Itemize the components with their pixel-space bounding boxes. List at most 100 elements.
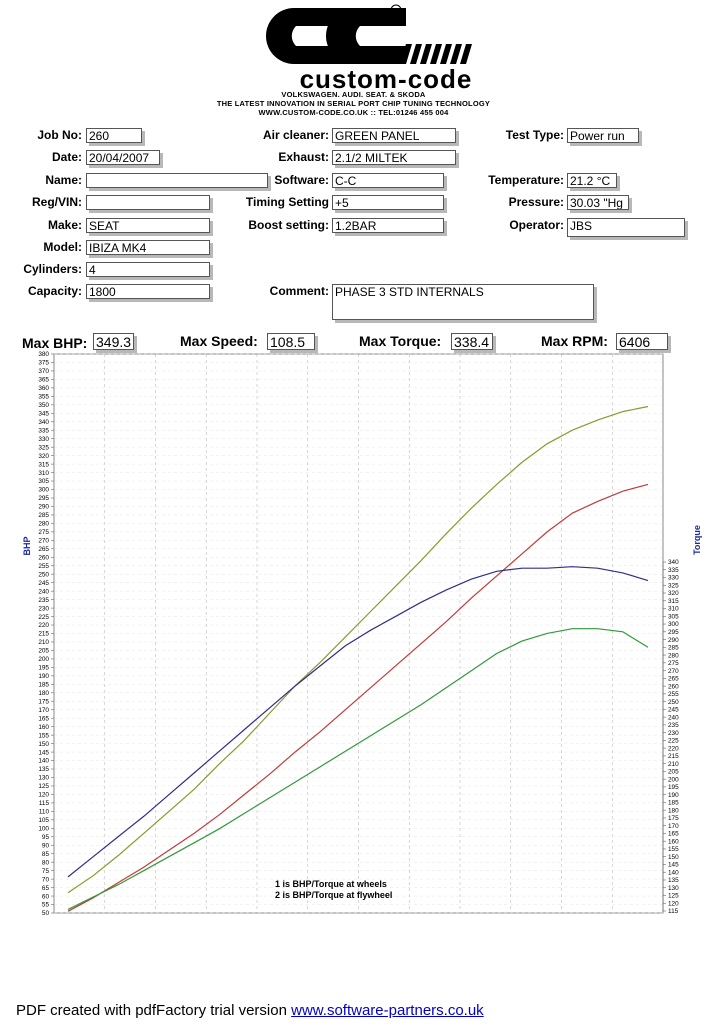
left-tick-label: 375 (38, 360, 49, 367)
software-field[interactable]: C-C (332, 173, 444, 188)
left-tick-label: 280 (38, 521, 49, 528)
date-label: Date: (51, 150, 82, 164)
left-tick-label: 255 (38, 563, 49, 570)
right-axis-ticks: 1151201251301351401451501551601651701751… (662, 559, 679, 915)
left-tick-label: 155 (38, 732, 49, 739)
date-field[interactable]: 20/04/2007 (86, 150, 160, 165)
name-label: Name: (45, 173, 82, 187)
right-tick-label: 305 (668, 613, 679, 620)
left-tick-label: 380 (38, 351, 49, 358)
right-tick-label: 285 (668, 645, 679, 652)
make-label: Make: (47, 218, 82, 232)
right-tick-label: 330 (668, 575, 679, 582)
right-tick-label: 245 (668, 707, 679, 714)
boost-field[interactable]: 1.2BAR (332, 218, 444, 233)
left-axis-label: BHP (22, 536, 32, 555)
left-tick-label: 245 (38, 580, 49, 587)
cylinders-field[interactable]: 4 (86, 262, 210, 277)
right-tick-label: 320 (668, 590, 679, 597)
footer-text: PDF created with pdfFactory trial versio… (16, 1002, 292, 1019)
left-tick-label: 260 (38, 554, 49, 561)
right-tick-label: 310 (668, 606, 679, 613)
regvin-field[interactable] (86, 195, 210, 210)
left-tick-label: 125 (38, 783, 49, 790)
chart-series (67, 405, 649, 912)
right-axis-label: Torque (692, 525, 702, 555)
right-tick-label: 210 (668, 761, 679, 768)
operator-field[interactable]: JBS (567, 218, 685, 237)
left-tick-label: 110 (39, 809, 50, 816)
left-tick-label: 340 (38, 419, 49, 426)
timing-field[interactable]: +5 (332, 195, 444, 210)
max-bhp-field: 349.3 (93, 333, 134, 350)
right-tick-label: 290 (668, 637, 679, 644)
right-tick-label: 160 (668, 838, 679, 845)
pressure-value: 30.03 (570, 196, 601, 210)
right-tick-label: 275 (668, 660, 679, 667)
left-tick-label: 315 (38, 461, 49, 468)
capacity-field[interactable]: 1800 (86, 284, 210, 299)
left-tick-label: 345 (38, 410, 49, 417)
right-tick-label: 115 (668, 908, 679, 915)
left-tick-label: 370 (38, 368, 49, 375)
job-no-field[interactable]: 260 (86, 128, 142, 143)
left-tick-label: 265 (38, 546, 49, 553)
right-tick-label: 135 (668, 877, 679, 884)
left-tick-label: 60 (42, 893, 50, 900)
software-label: Software: (274, 173, 329, 187)
exhaust-label: Exhaust: (278, 150, 329, 164)
series-line-2 (67, 483, 649, 912)
exhaust-field[interactable]: 2.1/2 MILTEK (332, 150, 456, 165)
left-tick-label: 365 (38, 377, 49, 384)
left-tick-label: 295 (38, 495, 49, 502)
right-tick-label: 165 (668, 831, 679, 838)
pdf-footer: PDF created with pdfFactory trial versio… (16, 1002, 484, 1019)
left-tick-label: 160 (38, 724, 49, 731)
left-tick-label: 355 (38, 394, 49, 401)
left-tick-label: 65 (42, 885, 50, 892)
air-cleaner-field[interactable]: GREEN PANEL (332, 128, 456, 143)
temperature-unit: °C (596, 174, 611, 188)
temperature-label: Temperature: (488, 173, 564, 187)
name-field[interactable] (86, 173, 268, 188)
right-tick-label: 230 (668, 730, 679, 737)
right-tick-label: 260 (668, 683, 679, 690)
left-tick-label: 300 (38, 487, 49, 494)
left-tick-label: 165 (38, 715, 49, 722)
right-tick-label: 280 (668, 652, 679, 659)
left-tick-label: 210 (38, 639, 49, 646)
right-tick-label: 190 (668, 792, 679, 799)
right-tick-label: 315 (668, 598, 679, 605)
dyno-chart: 5055606570758085909510010511011512012513… (22, 351, 702, 917)
pressure-field[interactable]: 30.03 "Hg (567, 195, 629, 210)
left-tick-label: 235 (38, 597, 49, 604)
right-tick-label: 270 (668, 668, 679, 675)
max-bhp-label: Max BHP: (22, 335, 88, 351)
left-tick-label: 175 (38, 698, 49, 705)
left-tick-label: 150 (38, 741, 49, 748)
test-type-field[interactable]: Power run (567, 128, 639, 143)
footer-link[interactable]: www.software-partners.co.uk (291, 1002, 484, 1019)
left-tick-label: 105 (38, 817, 49, 824)
comment-field[interactable]: PHASE 3 STD INTERNALS (332, 284, 594, 320)
model-field[interactable]: IBIZA MK4 (86, 240, 210, 255)
left-tick-label: 360 (38, 385, 49, 392)
left-tick-label: 335 (38, 427, 49, 434)
left-tick-label: 170 (38, 707, 49, 714)
left-tick-label: 190 (38, 673, 49, 680)
svg-text:R: R (394, 8, 399, 15)
temperature-field[interactable]: 21.2 °C (567, 173, 617, 188)
left-tick-label: 220 (38, 622, 49, 629)
make-field[interactable]: SEAT (86, 218, 210, 233)
right-tick-label: 150 (668, 854, 679, 861)
left-tick-label: 50 (42, 910, 50, 917)
left-tick-label: 75 (42, 868, 50, 875)
left-tick-label: 230 (38, 605, 49, 612)
left-tick-label: 290 (38, 504, 49, 511)
left-tick-label: 185 (38, 682, 49, 689)
right-tick-label: 180 (668, 807, 679, 814)
right-tick-label: 195 (668, 784, 679, 791)
left-tick-label: 250 (38, 571, 49, 578)
test-type-label: Test Type: (505, 128, 564, 142)
left-tick-label: 100 (38, 826, 49, 833)
